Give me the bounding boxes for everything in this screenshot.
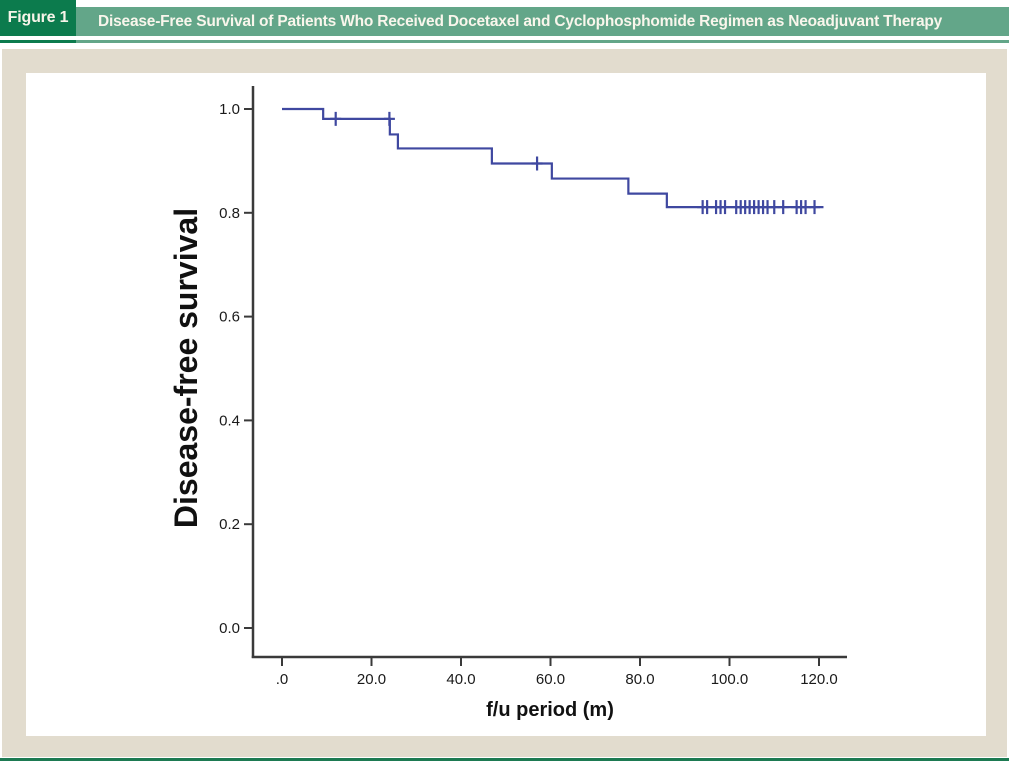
x-tick-label: 60.0 [536,671,565,688]
x-tick-label: 40.0 [446,671,475,688]
chart-axes: .0 20.0 40.0 60.0 80.0 100.0 120.0 0.0 0.2 0.4 0.6… [219,86,847,688]
header-rule-sage-segment [76,40,1009,43]
censor-marks [330,111,821,215]
x-axis-title: f/u period (m) [486,699,614,721]
chart-plot-background [26,73,986,736]
y-tick-label: 0.6 [219,309,240,326]
y-tick-label: 0.8 [219,205,240,222]
y-tick-label: 1.0 [219,101,240,118]
figure-header: Figure 1 Disease-Free Survival of Patien… [0,0,1009,43]
x-tick-label: .0 [276,671,289,688]
page-bottom-rule [0,758,1009,761]
y-tick-label: 0.0 [219,620,240,637]
y-axis-title: Disease-free survival [168,208,204,528]
figure-title-text: Disease-Free Survival of Patients Who Re… [98,12,943,30]
x-tick-label: 20.0 [357,671,386,688]
x-tick-label: 80.0 [625,671,654,688]
header-rule-dark-segment [0,40,76,43]
x-tick-label: 100.0 [711,671,749,688]
km-step-curve [282,107,824,209]
figure-number-badge: Figure 1 [0,0,76,36]
x-tick-label: 120.0 [800,671,838,688]
y-tick-label: 0.4 [219,412,240,429]
y-tick-label: 0.2 [219,516,240,533]
figure-title-bar: Disease-Free Survival of Patients Who Re… [76,7,1009,36]
figure-number-text: Figure 1 [7,9,69,26]
